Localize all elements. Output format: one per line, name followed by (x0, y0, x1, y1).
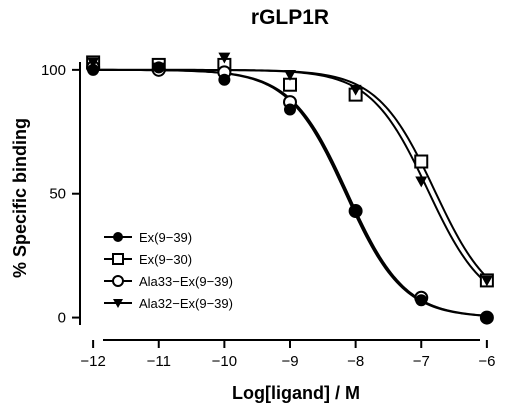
y-tick-label: 100 (41, 62, 66, 79)
legend: Ex(9−39) Ex(9−30) Ala33−Ex(9−39) Ala32−Ex(9… (104, 230, 233, 311)
data-point (112, 275, 124, 287)
data-point (87, 63, 100, 76)
legend-label: Ex(9−30) (139, 252, 192, 267)
data-point (113, 232, 123, 242)
y-axis-label: % Specific binding (10, 118, 30, 278)
data-point (284, 103, 296, 116)
data-point (480, 275, 493, 287)
data-point (218, 52, 231, 64)
x-tick-label: −6 (478, 353, 495, 370)
y-tick-label: 0 (58, 310, 66, 327)
legend-label: Ex(9−39) (139, 230, 192, 245)
x-tick-label: −12 (80, 353, 105, 370)
data-point (152, 61, 165, 74)
data-points (86, 52, 494, 325)
data-point (113, 299, 123, 308)
axes: 0 50 100 −12 −11 −10 −9 −8 −7 −6 (41, 62, 495, 370)
data-point (112, 253, 124, 265)
x-tick-label: −10 (212, 353, 237, 370)
data-point (87, 57, 100, 69)
x-tick-label: −7 (413, 353, 430, 370)
x-tick-label: −9 (281, 353, 298, 370)
data-point (415, 294, 428, 307)
data-point (349, 84, 362, 96)
y-tick-label: 50 (49, 186, 66, 203)
legend-label: Ala32−Ex(9−39) (139, 296, 233, 311)
x-tick-label: −11 (147, 353, 171, 370)
x-axis-label: Log[ligand] / M (232, 383, 360, 403)
data-point (284, 70, 296, 81)
data-point (349, 205, 362, 218)
data-point (414, 154, 429, 169)
legend-label: Ala33−Ex(9−39) (139, 274, 233, 289)
data-point (415, 176, 428, 188)
x-tick-label: −8 (347, 353, 364, 370)
data-point (480, 311, 493, 324)
chart-title: rGLP1R (251, 6, 329, 29)
data-point (218, 73, 231, 86)
